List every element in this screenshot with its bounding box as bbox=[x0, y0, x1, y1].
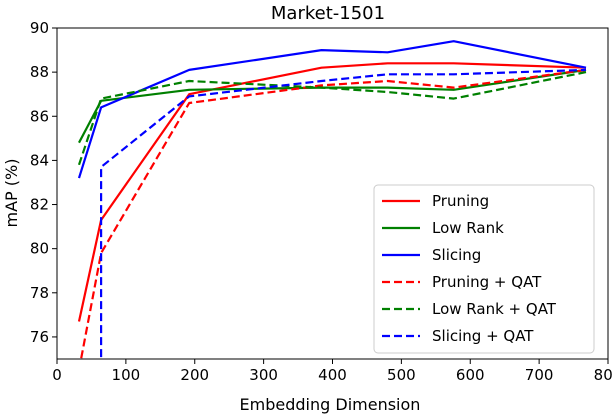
x-axis-title: Embedding Dimension bbox=[240, 395, 421, 414]
y-tick-label: 84 bbox=[30, 151, 49, 169]
y-tick-label: 76 bbox=[30, 328, 49, 346]
x-tick-label: 700 bbox=[525, 366, 554, 384]
x-tick-label: 100 bbox=[112, 366, 141, 384]
x-tick-label: 500 bbox=[387, 366, 416, 384]
y-tick-label: 90 bbox=[30, 19, 49, 37]
y-tick-label: 78 bbox=[30, 284, 49, 302]
legend-label: Pruning bbox=[432, 192, 489, 210]
x-tick-label: 800 bbox=[594, 366, 612, 384]
y-tick-label: 80 bbox=[30, 240, 49, 258]
y-axis-title: mAP (%) bbox=[2, 159, 21, 228]
x-axis: 0 100 200 300 400 500 600 700 800 bbox=[52, 359, 612, 384]
series-line-5 bbox=[99, 68, 587, 359]
x-tick-label: 200 bbox=[180, 366, 209, 384]
x-tick-label: 0 bbox=[52, 366, 62, 384]
x-tick-label: 300 bbox=[249, 366, 278, 384]
legend-box bbox=[373, 184, 595, 354]
plot-frame bbox=[56, 27, 609, 360]
legend: Pruning Low Rank Slicing Pruning + QAT Low R… bbox=[373, 184, 595, 354]
legend-label: Low Rank bbox=[432, 219, 504, 237]
series-line-3 bbox=[79, 68, 587, 359]
legend-label: Low Rank + QAT bbox=[432, 300, 557, 318]
y-tick-label: 82 bbox=[30, 196, 49, 214]
chart-title: Market-1501 bbox=[271, 3, 385, 24]
y-tick-label: 86 bbox=[30, 107, 49, 125]
y-tick-label: 88 bbox=[30, 63, 49, 81]
legend-label: Slicing + QAT bbox=[432, 327, 534, 345]
legend-label: Slicing bbox=[432, 246, 481, 264]
series-line-4 bbox=[77, 71, 587, 166]
x-tick-label: 400 bbox=[318, 366, 347, 384]
plot-area bbox=[77, 40, 587, 359]
y-axis: 76 78 80 82 84 86 88 90 bbox=[30, 19, 57, 346]
legend-label: Pruning + QAT bbox=[432, 273, 542, 291]
x-tick-label: 600 bbox=[456, 366, 485, 384]
series-line-2 bbox=[77, 40, 587, 179]
